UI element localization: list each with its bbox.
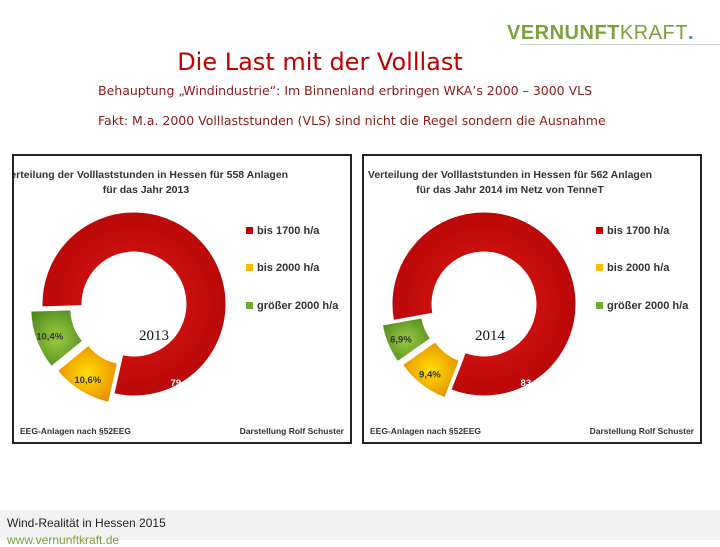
brand-logo-dot: . <box>687 22 694 44</box>
chart-title-line: Verteilung der Volllaststunden in Hessen… <box>368 169 652 181</box>
chart-title-line: für das Jahr 2014 im Netz von TenneT <box>416 184 604 196</box>
source-right: Darstellung Rolf Schuster <box>240 426 345 436</box>
slice-value-label: 83,6% <box>521 378 548 389</box>
legend-label: größer 2000 h/a <box>607 300 689 312</box>
source-right: Darstellung Rolf Schuster <box>590 426 695 436</box>
donut-slice-red <box>391 211 577 397</box>
page-title-text: Die Last mit der Volllast <box>177 48 463 76</box>
donut-slice-yellow <box>56 344 119 403</box>
chart-panel-2014: Verteilung der Volllaststunden in Hessen… <box>362 154 702 444</box>
brand-logo-light: KRAFT <box>619 22 688 44</box>
footer-url[interactable]: www.vernunftkraft.de <box>7 533 120 547</box>
slice-value-label: 10,6% <box>74 375 101 386</box>
fact-text: Fakt: M.a. 2000 Volllaststunden (VLS) si… <box>98 113 606 128</box>
page-title: Die Last mit der Volllast <box>0 48 720 76</box>
claim-text: Behauptung „Windindustrie“: Im Binnenlan… <box>98 83 593 98</box>
donut-slice-yellow <box>401 341 460 399</box>
legend-swatch <box>246 227 253 234</box>
donut-slice-red <box>41 211 227 397</box>
slice-value-label: 9,4% <box>419 369 441 380</box>
donut-slice-green <box>381 317 432 363</box>
legend-swatch <box>596 227 603 234</box>
chart-year-label: 2014 <box>475 328 506 344</box>
legend-label: bis 2000 h/a <box>607 262 670 274</box>
legend-swatch <box>246 302 253 309</box>
slice-value-label: 10,4% <box>36 332 63 343</box>
legend-label: bis 1700 h/a <box>607 225 670 237</box>
legend-label: größer 2000 h/a <box>257 300 339 312</box>
source-left: EEG-Anlagen nach §52EEG <box>20 426 131 436</box>
legend-swatch <box>596 302 603 309</box>
legend-swatch <box>246 264 253 271</box>
chart-title-line: für das Jahr 2013 <box>103 184 190 196</box>
legend-swatch <box>596 264 603 271</box>
chart-year-label: 2013 <box>139 328 169 344</box>
chart-title-line: Verteilung der Volllaststunden in Hessen… <box>14 169 288 181</box>
donut-chart-2014: Verteilung der Volllaststunden in Hessen… <box>368 169 695 436</box>
source-left: EEG-Anlagen nach §52EEG <box>370 426 481 436</box>
donut-chart-2013: Verteilung der Volllaststunden in Hessen… <box>14 169 345 436</box>
footer-bar: Wind-Realität in Hessen 2015 www.vernunf… <box>0 510 720 547</box>
donut-slice-green <box>30 309 84 368</box>
legend-label: bis 1700 h/a <box>257 225 320 237</box>
brand-logo: VERNUNFTKRAFT. <box>507 22 694 45</box>
header-rule <box>520 44 720 45</box>
footer-text: Wind-Realität in Hessen 2015 <box>7 516 166 530</box>
legend-label: bis 2000 h/a <box>257 262 320 274</box>
slice-value-label: 79,0% <box>171 378 198 389</box>
brand-logo-bold: VERNUNFT <box>506 22 620 44</box>
chart-panel-2013: Verteilung der Volllaststunden in Hessen… <box>12 154 352 444</box>
slice-value-label: 6,9% <box>390 335 412 346</box>
